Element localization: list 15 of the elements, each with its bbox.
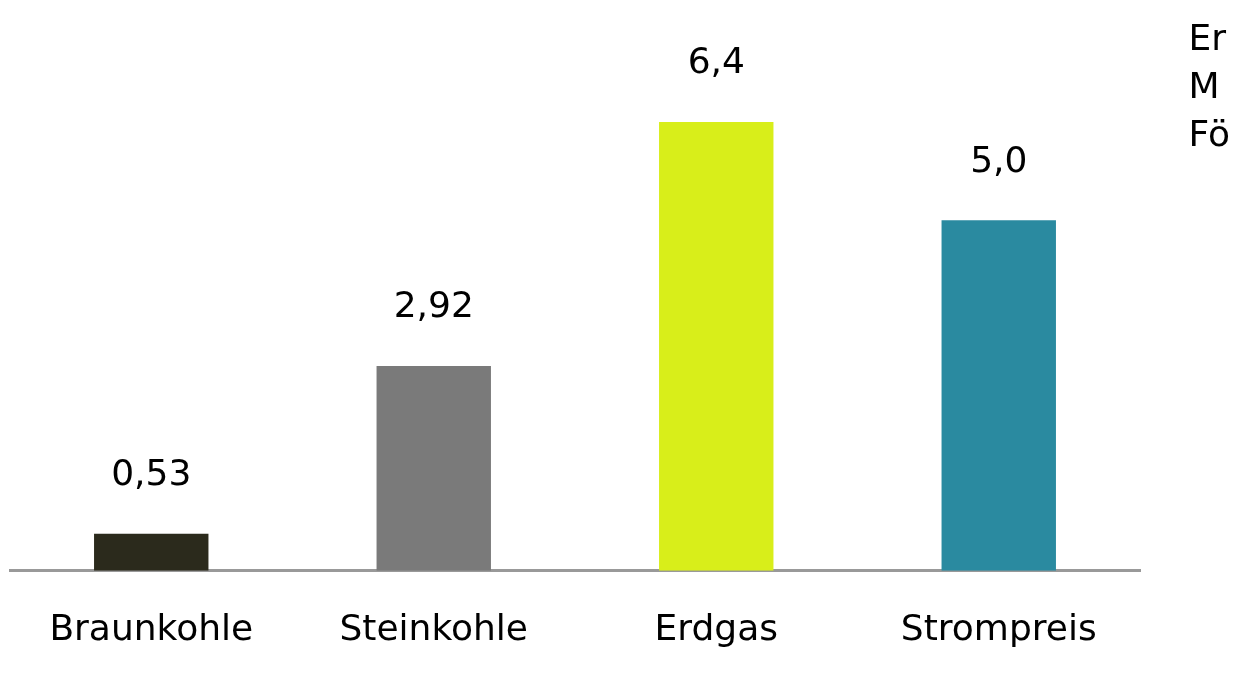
x-tick-label: Steinkohle <box>339 606 528 648</box>
text: Er <box>1188 16 1228 60</box>
data-label: 0,53 <box>111 452 192 493</box>
data-label: 5,0 <box>970 138 1028 180</box>
text: Fö <box>1188 112 1230 156</box>
x-tick-label: Braunkohle <box>49 606 254 648</box>
bar <box>94 533 209 571</box>
bar <box>941 220 1056 571</box>
x-tick-label: Strompreis <box>900 606 1097 648</box>
bar <box>659 122 774 571</box>
bar <box>376 366 491 571</box>
text: M <box>1188 64 1221 108</box>
data-label: 6,4 <box>687 40 745 82</box>
data-label: 2,92 <box>393 284 474 326</box>
x-tick-label: Erdgas <box>654 606 778 648</box>
